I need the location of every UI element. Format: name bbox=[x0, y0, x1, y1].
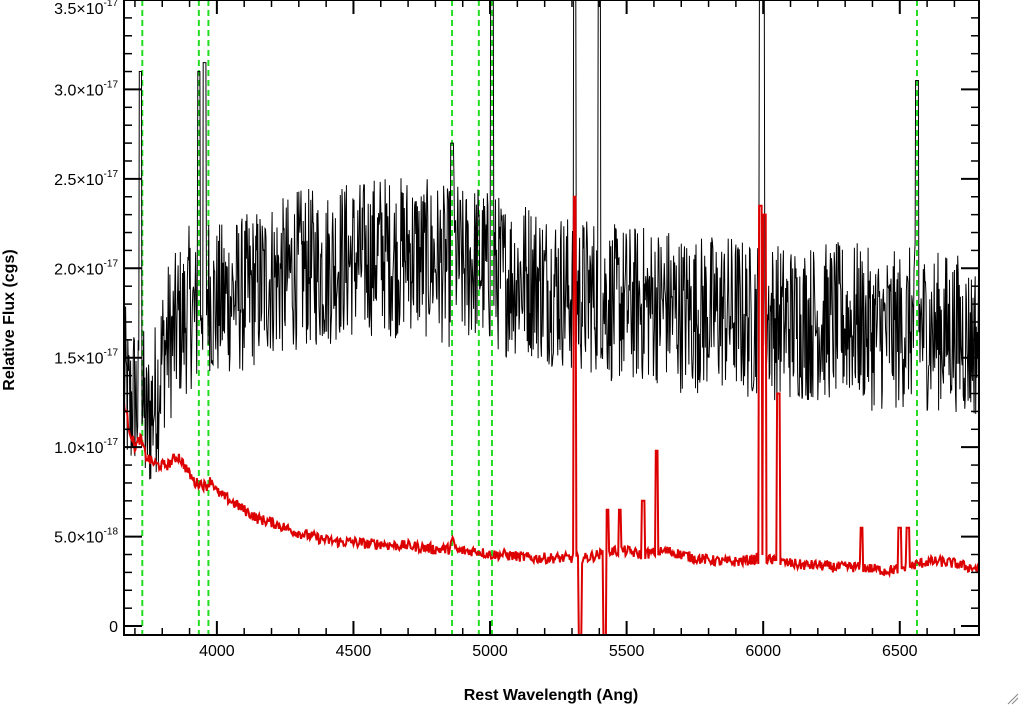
resize-grip-icon[interactable] bbox=[1007, 693, 1019, 705]
x-tick-label-5: 6500 bbox=[882, 643, 918, 660]
y-tick-label-1: 5.0×10-18 bbox=[54, 527, 118, 547]
x-tick-label-3: 5500 bbox=[609, 643, 645, 660]
series-layer bbox=[123, 0, 980, 636]
axes-layer: 4000 4500 5000 5500 6000 6500 0 5.0×10-18 1.0×10… bbox=[54, 0, 980, 660]
y-tick-label-3: 1.5×10-17 bbox=[54, 348, 118, 368]
x-tick-label-4: 6000 bbox=[745, 643, 781, 660]
series-0-line bbox=[123, 0, 980, 480]
y-tick-label-4: 2.0×10-17 bbox=[54, 258, 118, 278]
x-tick-label-0: 4000 bbox=[199, 643, 235, 660]
reference-lines bbox=[141, 0, 918, 635]
y-tick-label-2: 1.0×10-17 bbox=[54, 437, 118, 457]
x-tick-label-1: 4500 bbox=[336, 643, 372, 660]
x-tick-label-2: 5000 bbox=[472, 643, 508, 660]
y-tick-label-6: 3.0×10-17 bbox=[54, 79, 118, 99]
y-tick-label-5: 2.5×10-17 bbox=[54, 169, 118, 189]
plot-frame bbox=[123, 0, 980, 636]
y-tick-label-0: 0 bbox=[109, 619, 118, 636]
y-axis-title: Relative Flux (cgs) bbox=[1, 249, 18, 390]
series-1-line bbox=[123, 195, 980, 636]
x-axis-title: Rest Wavelength (Ang) bbox=[464, 687, 639, 704]
y-tick-label-7: 3.5×10-17 bbox=[54, 0, 118, 18]
